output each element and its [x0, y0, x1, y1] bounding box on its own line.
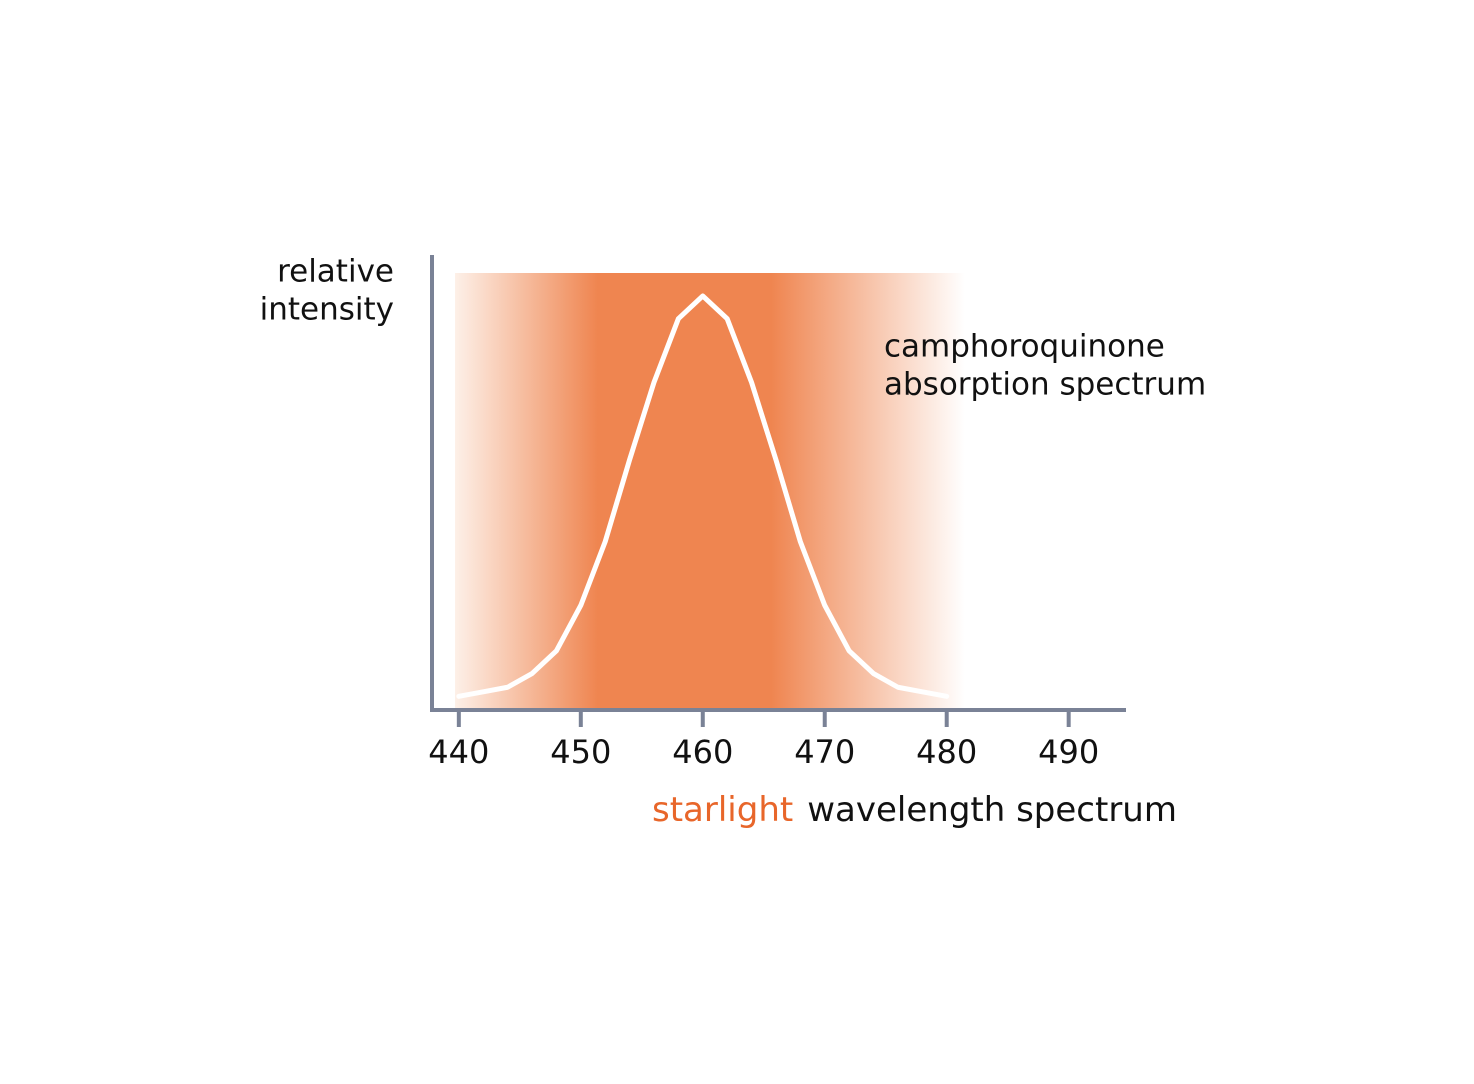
x-tick-label: 470 — [794, 733, 855, 771]
x-tick-label: 480 — [916, 733, 977, 771]
annotation: camphoroquinone — [884, 329, 1165, 365]
x-axis-label-part: starlight — [652, 790, 793, 830]
x-tick-label: 490 — [1038, 733, 1099, 771]
x-tick-label: 460 — [672, 733, 733, 771]
x-tick-label: 450 — [550, 733, 611, 771]
y-axis-label: relative — [277, 254, 394, 290]
y-axis-label: intensity — [260, 292, 394, 328]
starlight-band — [455, 273, 965, 710]
annotation: absorption spectrum — [884, 367, 1206, 403]
data-line — [456, 293, 950, 699]
x-axis-label: starlight wavelength spectrum — [652, 790, 1177, 830]
x-tick-label: 440 — [428, 733, 489, 771]
x-axis-label-part: wavelength spectrum — [807, 790, 1177, 830]
